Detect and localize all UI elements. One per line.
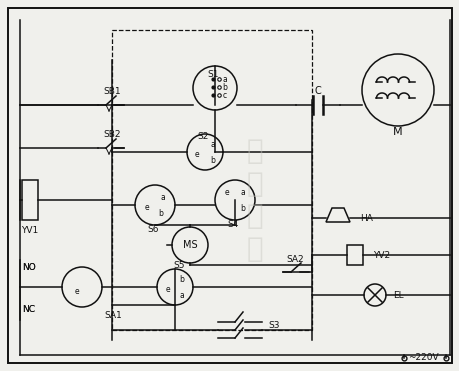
Bar	[112, 30, 311, 330]
Text: e: e	[224, 187, 229, 197]
Text: NO: NO	[22, 263, 36, 273]
Text: YV2: YV2	[372, 250, 389, 259]
Text: MS: MS	[182, 240, 197, 250]
Text: NC: NC	[22, 305, 35, 315]
Text: e: e	[74, 288, 79, 296]
Text: M: M	[392, 127, 402, 137]
Text: S3: S3	[268, 322, 279, 331]
Text: NC: NC	[22, 305, 35, 315]
Text: a: a	[210, 139, 215, 148]
Text: b: b	[210, 155, 215, 164]
Text: SA1: SA1	[104, 311, 122, 320]
Text: S4: S4	[227, 220, 238, 229]
Text: e: e	[165, 285, 170, 293]
Text: b: b	[158, 209, 163, 217]
Text: SB2: SB2	[103, 129, 120, 138]
Text: YV1: YV1	[21, 226, 39, 234]
Text: EL: EL	[392, 290, 403, 299]
Text: SA2: SA2	[285, 256, 303, 265]
Text: HA: HA	[359, 213, 372, 223]
Text: a: a	[222, 75, 227, 83]
Text: 电
工
学
网: 电 工 学 网	[246, 137, 263, 263]
Text: b: b	[179, 275, 184, 283]
Text: e: e	[194, 150, 199, 158]
Text: b: b	[222, 82, 227, 92]
Text: ~220V: ~220V	[407, 354, 438, 362]
Text: S6: S6	[147, 224, 158, 233]
Text: S2: S2	[197, 131, 208, 141]
Text: a: a	[179, 290, 184, 299]
Text: C: C	[314, 86, 321, 96]
Bar	[22, 180, 38, 220]
Text: S1: S1	[207, 69, 218, 79]
Bar	[346, 245, 362, 265]
Text: SB1: SB1	[103, 86, 121, 95]
Text: a: a	[160, 193, 165, 201]
Text: e: e	[145, 203, 149, 211]
Text: NO: NO	[22, 263, 36, 273]
Text: S5: S5	[173, 260, 184, 269]
Text: a: a	[240, 187, 245, 197]
Text: c: c	[223, 91, 227, 99]
Text: b: b	[240, 204, 245, 213]
